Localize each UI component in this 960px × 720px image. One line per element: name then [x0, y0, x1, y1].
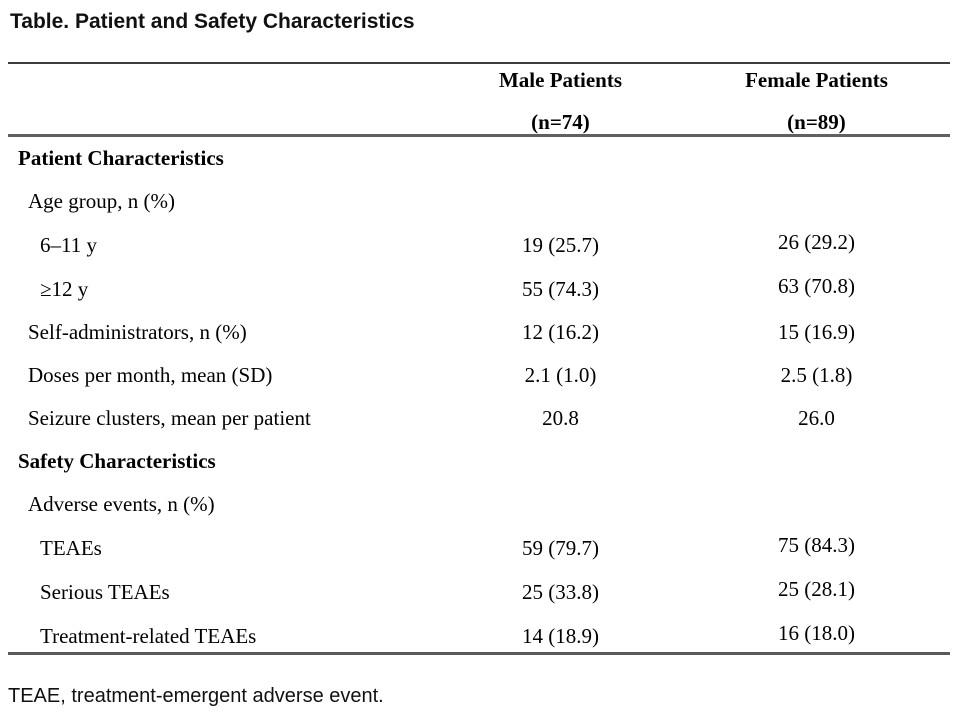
section-label: Patient Characteristics	[18, 146, 224, 170]
table-row-adverse-events: Adverse events, n (%)	[8, 483, 950, 526]
row-label: ≥12 y	[40, 276, 89, 301]
header-female-patients: Female Patients (n=89)	[683, 62, 950, 137]
row-label: Self-administrators, n (%)	[28, 320, 247, 344]
row-label: Age group, n (%)	[28, 189, 175, 213]
table-row-safety-characteristics: Safety Characteristics	[8, 440, 950, 483]
characteristics-table: Male Patients (n=74) Female Patients (n=…	[8, 62, 950, 658]
female-value	[683, 180, 950, 223]
row-label: TEAEs	[40, 535, 102, 560]
row-label: Adverse events, n (%)	[28, 492, 215, 516]
male-value: 59 (79.7)	[522, 535, 599, 560]
female-merged-teae-cell: 75 (84.3) 25 (28.1) 16 (18.0)	[683, 526, 950, 658]
table-footnote: TEAE, treatment-emergent adverse event.	[8, 685, 384, 707]
table-row-teaes: TEAEs 59 (79.7) 75 (84.3) 25 (28.1) 16 (…	[8, 526, 950, 645]
male-value: 25 (33.8)	[522, 579, 599, 604]
row-label: Serious TEAEs	[40, 579, 170, 604]
male-value: 12 (16.2)	[522, 320, 599, 344]
table-title: Table. Patient and Safety Characteristic…	[10, 10, 415, 33]
table-row-patient-characteristics: Patient Characteristics	[8, 136, 950, 181]
header-male-line2: (n=74)	[531, 110, 590, 134]
row-label: Treatment-related TEAEs	[40, 623, 257, 648]
table-row-age-group: Age group, n (%)	[8, 180, 950, 223]
row-label: Seizure clusters, mean per patient	[28, 406, 311, 430]
header-male-patients: Male Patients (n=74)	[438, 62, 683, 137]
table-row-serious-teaes: Serious TEAEs 25 (33.8)	[8, 570, 950, 614]
female-value	[683, 440, 950, 483]
table-row-seizure-clusters: Seizure clusters, mean per patient 20.8 …	[8, 397, 950, 440]
male-value	[438, 180, 683, 223]
female-value: 15 (16.9)	[778, 320, 855, 344]
section-label: Safety Characteristics	[18, 449, 216, 473]
male-value: 14 (18.9)	[522, 623, 599, 648]
female-value: 75 (84.3)	[778, 533, 855, 557]
header-female-line2: (n=89)	[787, 110, 846, 134]
header-male-line1: Male Patients	[498, 68, 623, 92]
male-value: 55 (74.3)	[522, 276, 599, 301]
table-row-treatment-related-teaes: Treatment-related TEAEs 14 (18.9)	[8, 614, 950, 658]
table-bottom-rule	[8, 652, 950, 655]
female-value: 2.5 (1.8)	[780, 363, 853, 387]
header-empty-cell	[8, 62, 438, 137]
male-value: 2.1 (1.0)	[524, 363, 597, 387]
male-value	[438, 440, 683, 483]
female-value: 25 (28.1)	[778, 577, 855, 601]
female-value: 26 (29.2)	[778, 230, 855, 254]
table-body: Patient Characteristics Age group, n (%)…	[8, 136, 950, 659]
female-value: 16 (18.0)	[778, 621, 855, 645]
table-row-age-ge12: ≥12 y 55 (74.3)	[8, 267, 950, 311]
row-label: 6–11 y	[40, 232, 97, 257]
header-row: Male Patients (n=74) Female Patients (n=…	[8, 62, 950, 137]
table-header: Male Patients (n=74) Female Patients (n=…	[8, 62, 950, 137]
table-row-age-6-11: 6–11 y 19 (25.7) 26 (29.2) 63 (70.8)	[8, 223, 950, 298]
female-value: 26.0	[798, 406, 835, 430]
table-row-doses-per-month: Doses per month, mean (SD) 2.1 (1.0) 2.5…	[8, 354, 950, 397]
male-value	[438, 483, 683, 526]
female-value	[683, 483, 950, 526]
male-value: 19 (25.7)	[522, 232, 599, 257]
header-female-line1: Female Patients	[745, 68, 888, 92]
row-label: Doses per month, mean (SD)	[28, 363, 273, 387]
table-row-self-administrators: Self-administrators, n (%) 12 (16.2) 15 …	[8, 311, 950, 354]
female-value: 63 (70.8)	[778, 274, 855, 298]
male-value: 20.8	[542, 406, 579, 430]
female-merged-age-cell: 26 (29.2) 63 (70.8)	[683, 223, 950, 311]
